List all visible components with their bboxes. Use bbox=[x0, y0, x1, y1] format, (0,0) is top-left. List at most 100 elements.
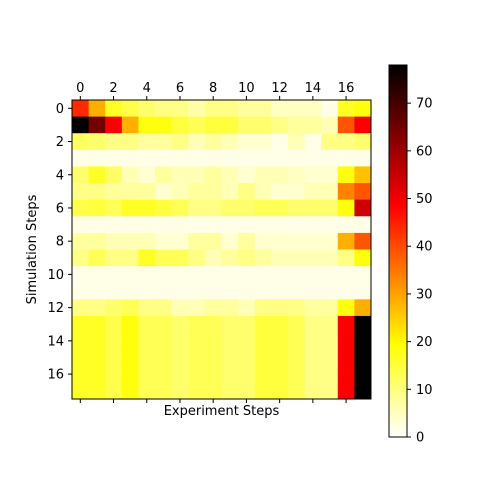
heatmap-cell-r12-c10 bbox=[238, 299, 256, 317]
heatmap-cell-r3-c12 bbox=[271, 149, 289, 167]
heatmap-cell-r3-c1 bbox=[88, 149, 106, 167]
heatmap-cell-r0-c11 bbox=[254, 100, 272, 118]
heatmap-cell-r3-c14 bbox=[304, 149, 322, 167]
heatmap-cell-r13-c7 bbox=[188, 315, 206, 333]
heatmap-cell-r9-c13 bbox=[287, 249, 305, 267]
heatmap-cell-r17-c12 bbox=[271, 382, 289, 400]
heatmap-cell-r5-c2 bbox=[105, 183, 123, 201]
heatmap-cell-r11-c1 bbox=[88, 282, 106, 300]
heatmap-cell-r2-c3 bbox=[121, 133, 139, 151]
heatmap-cell-r14-c11 bbox=[254, 332, 272, 350]
heatmap-cell-r8-c10 bbox=[238, 232, 256, 250]
heatmap-cell-r4-c3 bbox=[121, 166, 139, 184]
heatmap-cell-r10-c10 bbox=[238, 266, 256, 284]
colorbar bbox=[388, 64, 408, 438]
heatmap-cell-r14-c6 bbox=[171, 332, 189, 350]
heatmap-cell-r8-c3 bbox=[121, 232, 139, 250]
heatmap-cell-r2-c7 bbox=[188, 133, 206, 151]
heatmap-cell-r6-c0 bbox=[72, 199, 90, 217]
heatmap-cell-r6-c7 bbox=[188, 199, 206, 217]
heatmap-cell-r0-c7 bbox=[188, 100, 206, 118]
heatmap-cell-r0-c12 bbox=[271, 100, 289, 118]
x-tick-label: 10 bbox=[238, 81, 255, 96]
heatmap-cell-r12-c5 bbox=[155, 299, 173, 317]
heatmap-cell-r13-c13 bbox=[287, 315, 305, 333]
heatmap-cell-r7-c6 bbox=[171, 216, 189, 234]
colorbar-tick-label: 50 bbox=[416, 192, 433, 207]
heatmap-cell-r11-c15 bbox=[321, 282, 339, 300]
heatmap-cell-r9-c2 bbox=[105, 249, 123, 267]
heatmap-cell-r2-c0 bbox=[72, 133, 90, 151]
heatmap-cell-r10-c13 bbox=[287, 266, 305, 284]
heatmap-cell-r0-c3 bbox=[121, 100, 139, 118]
heatmap-cell-r10-c16 bbox=[337, 266, 355, 284]
heatmap-cell-r9-c16 bbox=[337, 249, 355, 267]
heatmap-cell-r13-c17 bbox=[354, 315, 372, 333]
heatmap-cell-r7-c15 bbox=[321, 216, 339, 234]
heatmap-cell-r2-c1 bbox=[88, 133, 106, 151]
heatmap-cell-r3-c16 bbox=[337, 149, 355, 167]
heatmap-cell-r1-c4 bbox=[138, 116, 156, 134]
heatmap-cell-r11-c14 bbox=[304, 282, 322, 300]
heatmap-cell-r16-c5 bbox=[155, 365, 173, 383]
colorbar-tick-label: 30 bbox=[416, 287, 433, 302]
heatmap-cell-r10-c15 bbox=[321, 266, 339, 284]
heatmap-cell-r11-c0 bbox=[72, 282, 90, 300]
heatmap-cell-r2-c11 bbox=[254, 133, 272, 151]
heatmap-cell-r13-c5 bbox=[155, 315, 173, 333]
heatmap-cell-r4-c5 bbox=[155, 166, 173, 184]
heatmap-cell-r1-c12 bbox=[271, 116, 289, 134]
heatmap-cell-r12-c17 bbox=[354, 299, 372, 317]
heatmap-cell-r12-c2 bbox=[105, 299, 123, 317]
heatmap-cell-r10-c4 bbox=[138, 266, 156, 284]
heatmap-cell-r8-c16 bbox=[337, 232, 355, 250]
heatmap-cell-r7-c9 bbox=[221, 216, 239, 234]
heatmap-cell-r1-c7 bbox=[188, 116, 206, 134]
heatmap-cell-r6-c8 bbox=[204, 199, 222, 217]
heatmap-cell-r13-c15 bbox=[321, 315, 339, 333]
heatmap-cell-r7-c2 bbox=[105, 216, 123, 234]
heatmap-cell-r13-c1 bbox=[88, 315, 106, 333]
heatmap-cell-r11-c10 bbox=[238, 282, 256, 300]
heatmap-cell-r5-c3 bbox=[121, 183, 139, 201]
heatmap-cell-r0-c1 bbox=[88, 100, 106, 118]
heatmap-cell-r5-c10 bbox=[238, 183, 256, 201]
heatmap-cell-r4-c8 bbox=[204, 166, 222, 184]
heatmap-cell-r5-c17 bbox=[354, 183, 372, 201]
heatmap-cell-r10-c1 bbox=[88, 266, 106, 284]
heatmap-cell-r6-c5 bbox=[155, 199, 173, 217]
heatmap-cell-r13-c9 bbox=[221, 315, 239, 333]
colorbar-tick-label: 0 bbox=[416, 431, 424, 446]
heatmap-cell-r5-c7 bbox=[188, 183, 206, 201]
heatmap-cell-r10-c8 bbox=[204, 266, 222, 284]
heatmap-cell-r3-c2 bbox=[105, 149, 123, 167]
heatmap-cell-r8-c11 bbox=[254, 232, 272, 250]
heatmap-cell-r0-c14 bbox=[304, 100, 322, 118]
heatmap-cell-r2-c16 bbox=[337, 133, 355, 151]
heatmap-cell-r7-c12 bbox=[271, 216, 289, 234]
y-tick-label: 16 bbox=[47, 368, 64, 383]
heatmap-cell-r11-c17 bbox=[354, 282, 372, 300]
heatmap-cell-r11-c16 bbox=[337, 282, 355, 300]
heatmap-cell-r0-c13 bbox=[287, 100, 305, 118]
heatmap-cell-r1-c1 bbox=[88, 116, 106, 134]
heatmap-cell-r8-c6 bbox=[171, 232, 189, 250]
heatmap-cell-r5-c11 bbox=[254, 183, 272, 201]
y-tick-label: 6 bbox=[56, 201, 64, 216]
heatmap-cell-r14-c17 bbox=[354, 332, 372, 350]
heatmap-cell-r12-c15 bbox=[321, 299, 339, 317]
heatmap-cell-r17-c17 bbox=[354, 382, 372, 400]
heatmap-cell-r10-c14 bbox=[304, 266, 322, 284]
heatmap-cell-r14-c13 bbox=[287, 332, 305, 350]
heatmap-cell-r11-c11 bbox=[254, 282, 272, 300]
heatmap-cell-r10-c0 bbox=[72, 266, 90, 284]
heatmap-cell-r15-c5 bbox=[155, 349, 173, 367]
x-tick-label: 0 bbox=[76, 81, 84, 96]
y-tick-label: 8 bbox=[56, 235, 64, 250]
heatmap-cell-r5-c15 bbox=[321, 183, 339, 201]
heatmap-cell-r10-c11 bbox=[254, 266, 272, 284]
heatmap-cell-r16-c0 bbox=[72, 365, 90, 383]
heatmap-cell-r8-c12 bbox=[271, 232, 289, 250]
heatmap-cell-r4-c1 bbox=[88, 166, 106, 184]
